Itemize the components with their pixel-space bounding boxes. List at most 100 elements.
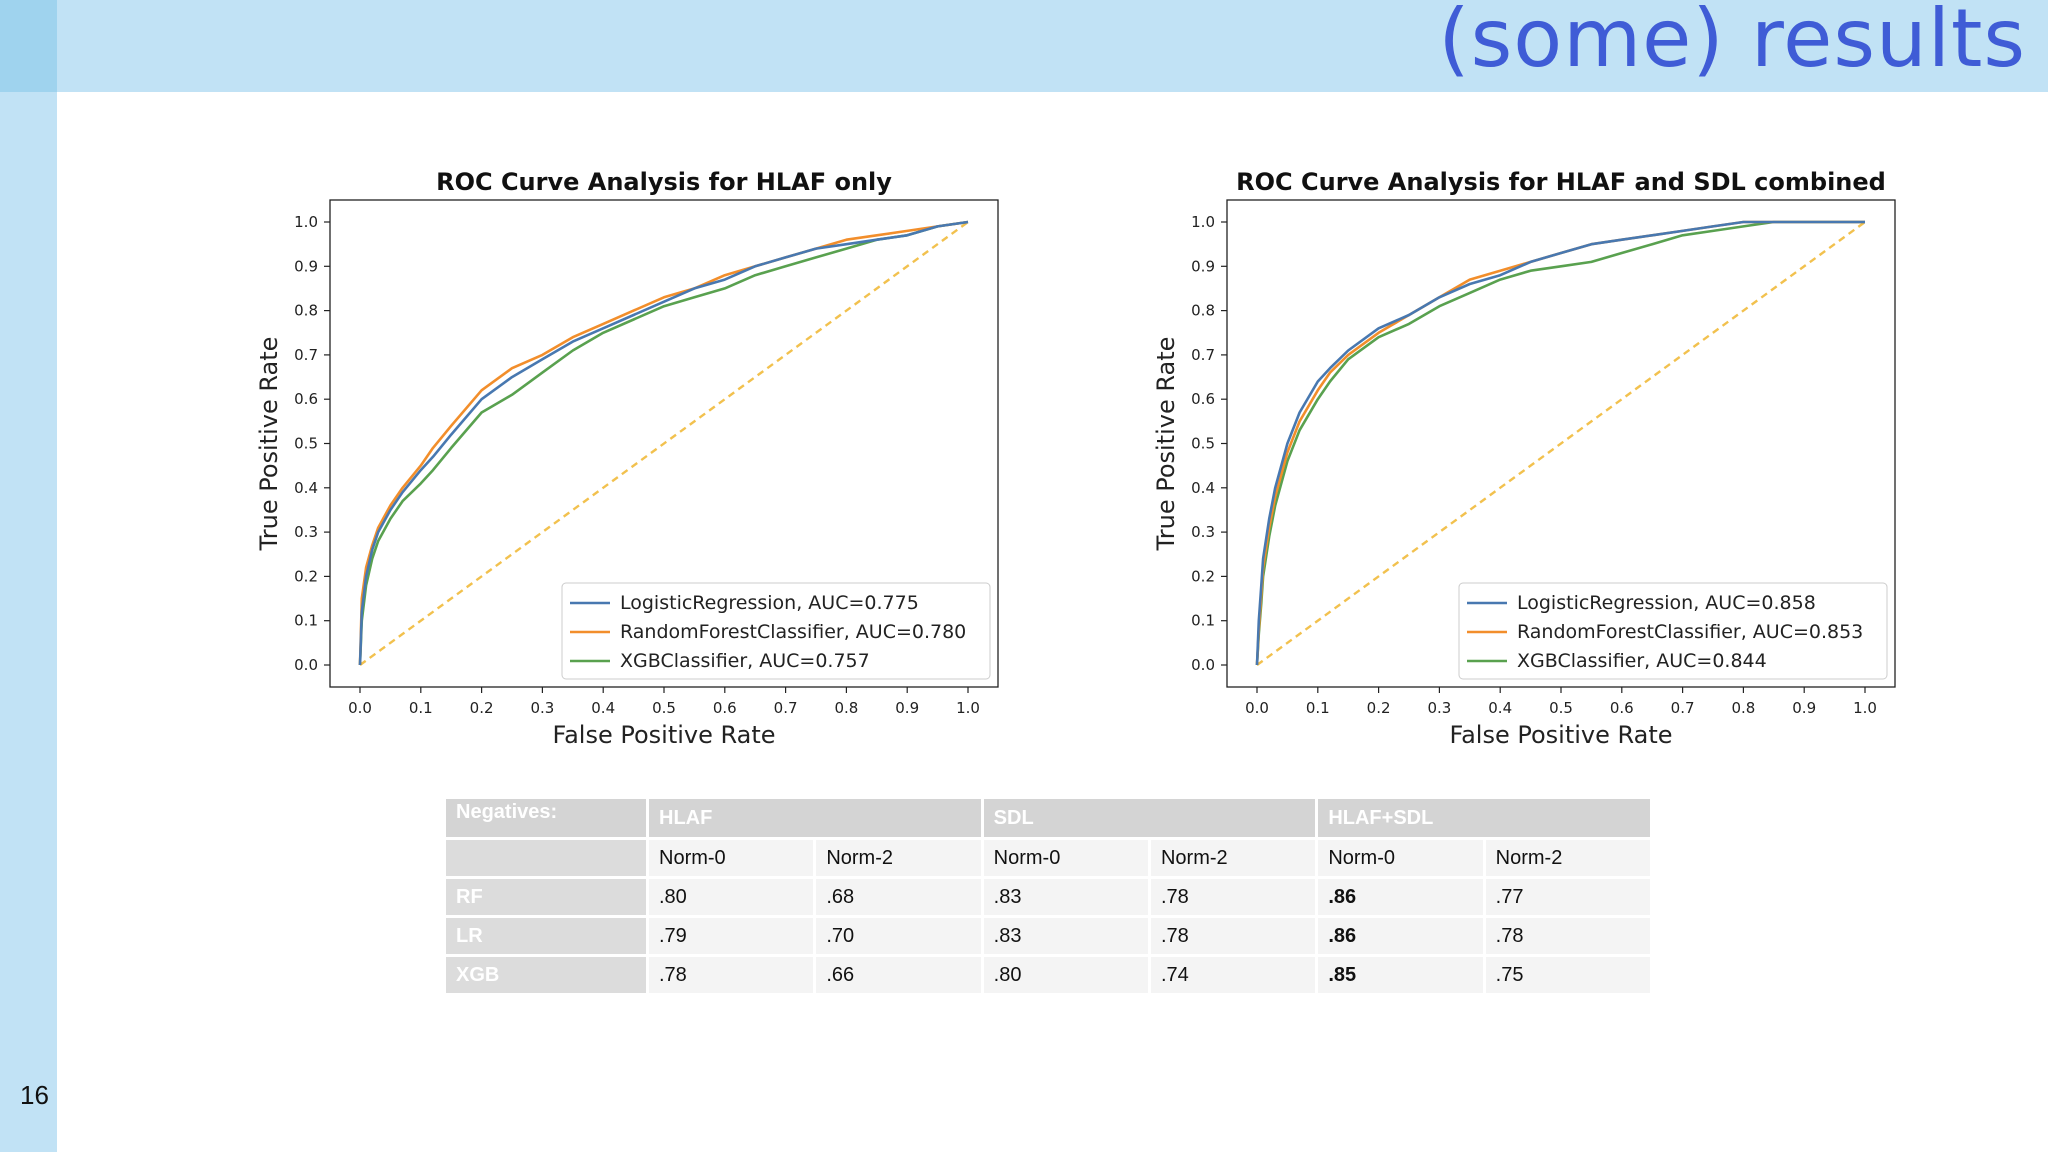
table-cell: .78: [1150, 879, 1316, 915]
y-axis-label: True Positive Rate: [255, 337, 283, 552]
table-group-header: SDL: [983, 799, 1316, 837]
table-cell: .80: [983, 957, 1148, 993]
chart-title: ROC Curve Analysis for HLAF only: [436, 168, 892, 196]
table-row: LR .79 .70 .83 .78 .86 .78: [446, 918, 1650, 954]
table-row: RF .80 .68 .83 .78 .86 .77: [446, 879, 1650, 915]
y-axis-label: True Positive Rate: [1152, 337, 1180, 552]
y-tick-label: 0.6: [1191, 390, 1215, 408]
y-tick-label: 0.1: [1191, 612, 1215, 630]
roc-chart-hlaf: ROC Curve Analysis for HLAF only 0.0 0.1 0.…: [255, 168, 999, 749]
table-cell-best: .85: [1318, 957, 1483, 993]
table-cell: .83: [983, 918, 1148, 954]
y-tick-label: 0.0: [1191, 656, 1215, 674]
y-tick-label: 0.9: [1191, 257, 1215, 275]
x-tick-label: 0.7: [774, 699, 798, 717]
x-tick-label: 0.7: [1671, 699, 1695, 717]
y-tick-label: 0.6: [294, 390, 318, 408]
table-cell: .80: [649, 879, 814, 915]
x-tick-label: 0.8: [834, 699, 858, 717]
table-cell: .83: [983, 879, 1148, 915]
slide-title: (some) results: [1438, 0, 2026, 85]
legend-entry: RandomForestClassifier, AUC=0.780: [620, 621, 966, 643]
x-tick-label: 0.6: [1610, 699, 1634, 717]
y-tick-label: 0.3: [294, 523, 318, 541]
roc-series-line: [358, 220, 969, 666]
table-subheader: Norm-0: [983, 840, 1148, 876]
x-tick-label: 0.4: [1488, 699, 1512, 717]
table-subheader: Norm-2: [1485, 840, 1650, 876]
table-cell: .77: [1485, 879, 1650, 915]
table-cell: .68: [816, 879, 981, 915]
table-row-label: RF: [446, 879, 646, 915]
y-tick-label: 0.4: [1191, 479, 1215, 497]
table-group-header: HLAF: [649, 799, 981, 837]
legend-entry: LogisticRegression, AUC=0.775: [620, 592, 919, 614]
table-subheader-row: Norm-0 Norm-2 Norm-0 Norm-2 Norm-0 Norm-…: [446, 840, 1650, 876]
x-tick-label: 0.1: [409, 699, 433, 717]
left-sidebar-bar: [0, 0, 57, 1152]
chart-title: ROC Curve Analysis for HLAF and SDL comb…: [1236, 168, 1886, 196]
table-cell: .74: [1150, 957, 1316, 993]
table-cell-best: .86: [1318, 918, 1483, 954]
chance-diagonal-line: [359, 221, 969, 666]
legend-entry: XGBClassifier, AUC=0.844: [1517, 650, 1767, 672]
header-bar: [0, 0, 2048, 92]
x-tick-label: 0.0: [348, 699, 372, 717]
x-axis-label: False Positive Rate: [1449, 721, 1672, 749]
page-number: 16: [20, 1080, 49, 1110]
y-tick-label: 1.0: [294, 213, 318, 231]
y-tick-label: 0.8: [1191, 302, 1215, 320]
table-row-label: XGB: [446, 957, 646, 993]
x-tick-label: 0.9: [895, 699, 919, 717]
legend-entry: RandomForestClassifier, AUC=0.853: [1517, 621, 1863, 643]
x-tick-label: 0.3: [530, 699, 554, 717]
chance-diagonal-line: [1256, 221, 1866, 666]
roc-chart-hlaf-sdl: ROC Curve Analysis for HLAF and SDL comb…: [1152, 168, 1896, 749]
table-subheader: Norm-2: [816, 840, 981, 876]
y-tick-label: 0.5: [1191, 435, 1215, 453]
x-tick-label: 0.2: [470, 699, 494, 717]
y-tick-label: 1.0: [1191, 213, 1215, 231]
y-tick-label: 0.7: [294, 346, 318, 364]
table-subheader: Norm-0: [1318, 840, 1483, 876]
y-tick-label: 0.8: [294, 302, 318, 320]
x-tick-label: 0.2: [1367, 699, 1391, 717]
table-row-label: LR: [446, 918, 646, 954]
table-blank-cell: [446, 840, 646, 876]
x-tick-label: 0.5: [1549, 699, 1573, 717]
y-tick-label: 0.0: [294, 656, 318, 674]
y-tick-label: 0.9: [294, 257, 318, 275]
y-tick-label: 0.4: [294, 479, 318, 497]
y-tick-label: 0.2: [294, 567, 318, 585]
x-tick-label: 1.0: [956, 699, 980, 717]
table-cell: .75: [1485, 957, 1650, 993]
header-corner-accent: [0, 0, 57, 92]
x-tick-label: 0.4: [591, 699, 615, 717]
legend-box: [561, 582, 991, 680]
x-tick-label: 0.1: [1306, 699, 1330, 717]
table-subheader: Norm-0: [649, 840, 814, 876]
roc-series-line: [1255, 220, 1865, 666]
x-tick-label: 1.0: [1853, 699, 1877, 717]
y-tick-label: 0.5: [294, 435, 318, 453]
table-cell: .78: [649, 957, 814, 993]
table-subheader: Norm-2: [1150, 840, 1316, 876]
roc-series-line: [358, 220, 969, 666]
table-cell: .70: [816, 918, 981, 954]
table-row: XGB .78 .66 .80 .74 .85 .75: [446, 957, 1650, 993]
table-cell-best: .86: [1318, 879, 1483, 915]
x-tick-label: 0.9: [1792, 699, 1816, 717]
x-tick-label: 0.8: [1731, 699, 1755, 717]
y-tick-label: 0.1: [294, 612, 318, 630]
table-cell: .78: [1485, 918, 1650, 954]
table-corner-label: Negatives:: [446, 799, 646, 837]
roc-series-line: [358, 220, 969, 666]
results-table: Negatives: HLAF SDL HLAF+SDL Norm-0 Norm…: [443, 796, 1653, 996]
x-tick-label: 0.0: [1245, 699, 1269, 717]
x-axis-label: False Positive Rate: [552, 721, 775, 749]
x-tick-label: 0.6: [713, 699, 737, 717]
y-tick-label: 0.2: [1191, 567, 1215, 585]
y-tick-label: 0.3: [1191, 523, 1215, 541]
table-group-header-row: Negatives: HLAF SDL HLAF+SDL: [446, 799, 1650, 837]
legend-entry: XGBClassifier, AUC=0.757: [620, 650, 870, 672]
